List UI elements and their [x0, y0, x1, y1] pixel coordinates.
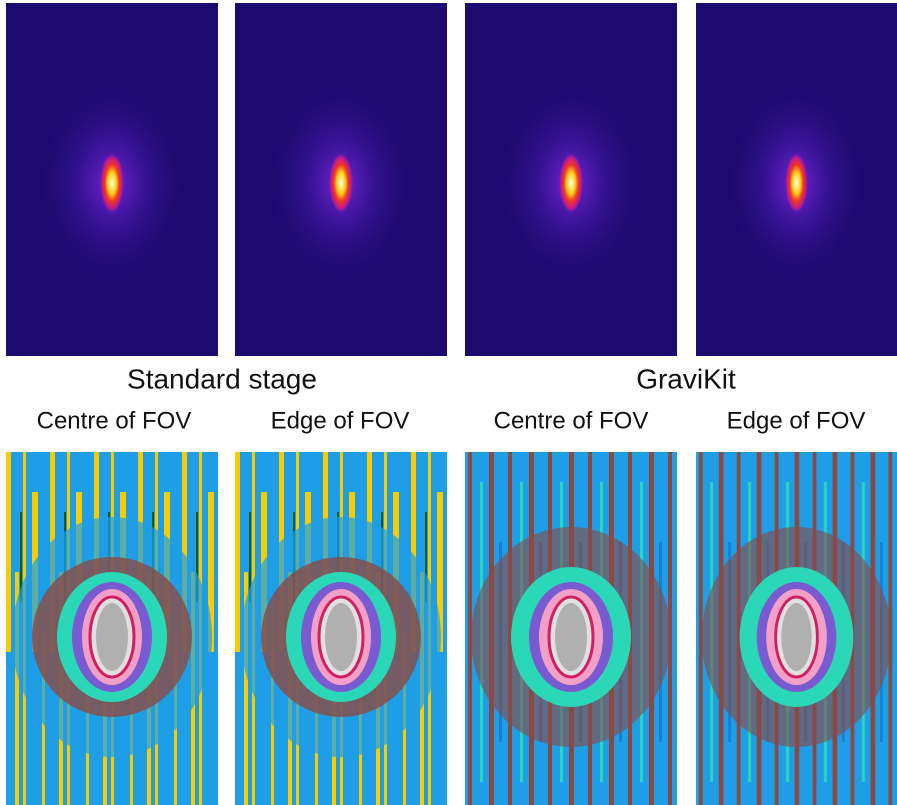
colormap-image: [465, 452, 677, 805]
column-label: Centre of FOV: [494, 407, 649, 434]
psf-image: [235, 3, 447, 356]
group-title: Standard stage: [127, 363, 317, 394]
colormap-image: [6, 452, 218, 805]
colormap-image: [235, 452, 447, 805]
colormap-image: [696, 452, 897, 805]
column-label: Edge of FOV: [271, 407, 410, 434]
psf-image: [465, 3, 677, 356]
psf-image: [6, 3, 218, 356]
column-label: Centre of FOV: [37, 407, 192, 434]
psf-image: [696, 3, 897, 356]
group-title: GraviKit: [636, 363, 736, 394]
column-label: Edge of FOV: [727, 407, 866, 434]
